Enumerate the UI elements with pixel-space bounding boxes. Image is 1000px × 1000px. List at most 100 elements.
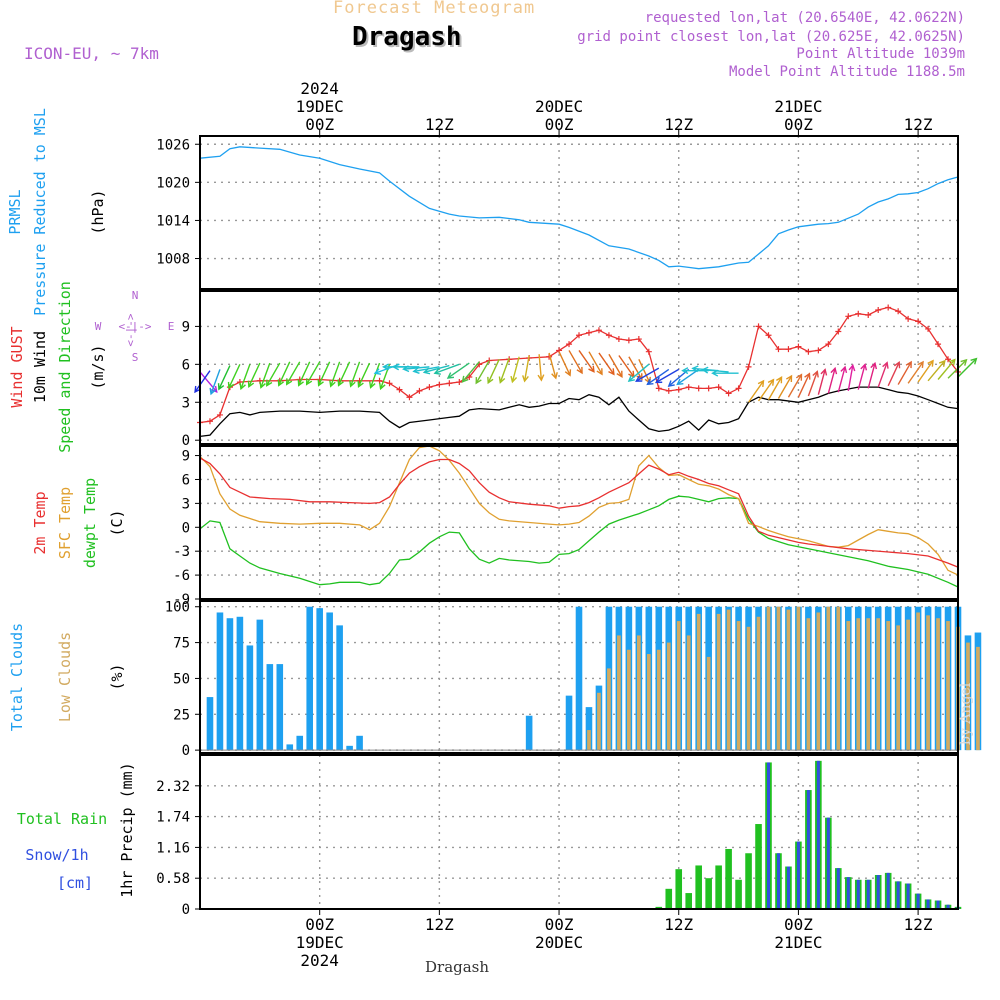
wind-arrow <box>259 362 271 389</box>
y-tick-label: 0 <box>182 743 190 759</box>
wind-arrow <box>305 361 321 386</box>
rain-bar <box>705 878 712 909</box>
wind10m-line <box>199 386 959 438</box>
wind-arrow <box>357 362 371 388</box>
y-tick-label: 0 <box>182 902 190 918</box>
gust-marker <box>895 308 902 315</box>
low-cloud-bar <box>676 621 681 751</box>
gust-marker <box>675 386 682 393</box>
gust-marker <box>705 385 712 392</box>
snow-bar <box>846 877 850 909</box>
wind-arrow <box>897 360 912 385</box>
total-cloud-bar <box>246 645 254 751</box>
rain-bar <box>755 824 762 909</box>
gust-marker <box>885 304 892 311</box>
gust-marker <box>925 325 932 332</box>
y-tick-label: 9 <box>182 319 190 335</box>
bottom-time-label: 19DEC <box>296 933 344 952</box>
temp-ylabel-dewpt: dewpt Temp <box>81 478 99 568</box>
low-cloud-bar <box>686 635 691 751</box>
y-tick-label: 3 <box>182 395 190 411</box>
temp-ylabel-sfc: SFC Temp <box>56 487 74 559</box>
wind-arrow <box>777 374 793 399</box>
wind-arrow <box>747 379 765 403</box>
total-cloud-bar <box>286 744 294 751</box>
rain-bar <box>735 879 742 909</box>
compass-arrow-horizontal: <-|-> <box>118 320 151 333</box>
gust-marker <box>815 347 822 354</box>
y-tick-label: 75 <box>173 636 190 652</box>
wind-arrow <box>654 368 680 384</box>
rain-bar <box>725 848 732 909</box>
wind-arrow <box>349 361 361 388</box>
wind-arrow <box>887 360 901 387</box>
gust-marker <box>426 384 433 391</box>
gust-marker <box>855 310 862 317</box>
temp-ylabel-2m: 2m Temp <box>31 491 49 554</box>
total-cloud-bar <box>565 695 573 751</box>
snow-bar <box>767 762 770 909</box>
gust-marker <box>785 346 792 353</box>
wind-ylabel-dir: Speed and Direction <box>56 281 74 453</box>
gust-marker <box>416 387 423 394</box>
gust-marker <box>206 418 213 425</box>
total-cloud-bar <box>356 735 363 751</box>
dewpt-line <box>199 495 959 588</box>
gust-marker <box>595 327 602 334</box>
wind-arrow <box>227 364 241 390</box>
low-cloud-bar <box>646 654 651 751</box>
top-time-label: 19DEC <box>296 97 344 116</box>
gust-marker <box>615 336 622 343</box>
wind-arrow <box>646 368 670 386</box>
bottom-time-label: 2024 <box>300 951 339 970</box>
wind-arrow <box>817 368 828 395</box>
gust-marker <box>825 341 832 348</box>
wind-arrow <box>422 364 450 375</box>
gridpoint-lonlat: grid point closest lon,lat (20.625E, 42.… <box>577 29 965 45</box>
y-tick-label: 1020 <box>156 175 190 191</box>
rain-bar <box>665 888 673 909</box>
gust-marker <box>396 386 403 393</box>
y-tick-label: 6 <box>182 472 190 488</box>
gust-marker <box>585 329 592 336</box>
snow-bar <box>796 841 800 909</box>
total-cloud-bar <box>236 616 244 751</box>
wind-arrow <box>827 366 838 394</box>
wind-arrow <box>598 352 615 376</box>
bottom-time-label: 12Z <box>664 915 693 934</box>
wind-arrow <box>937 358 956 380</box>
total-cloud-bar <box>276 664 284 751</box>
y-tick-label: 1.16 <box>156 840 190 856</box>
y-tick-label: 0 <box>182 520 190 536</box>
wind-arrow <box>837 365 848 393</box>
rain-bar <box>695 865 702 909</box>
top-time-label: 00Z <box>305 115 334 134</box>
low-cloud-bar <box>906 619 910 751</box>
low-cloud-bar <box>916 612 920 751</box>
gust-marker <box>805 348 812 355</box>
wind-arrow <box>548 352 558 380</box>
low-cloud-bar <box>746 626 751 751</box>
y-tick-label: 100 <box>165 600 190 616</box>
low-cloud-bar <box>896 625 901 751</box>
y-tick-label: 1.74 <box>156 810 190 826</box>
rain-bar <box>715 865 722 909</box>
wind-arrow <box>461 361 480 383</box>
gust-marker <box>446 380 453 387</box>
wind-arrow <box>537 354 545 382</box>
gust-marker <box>685 384 692 391</box>
gust-marker <box>655 385 662 392</box>
requested-lonlat: requested lon,lat (20.6540E, 42.0622N) <box>644 10 965 26</box>
top-time-label: 12Z <box>664 115 693 134</box>
gust-marker <box>625 337 632 344</box>
wind-arrow <box>711 369 739 377</box>
low-cloud-bar <box>876 618 881 751</box>
top-time-label: 00Z <box>784 115 813 134</box>
wind-ylabel-10m: 10m Wind <box>31 331 49 403</box>
wind-arrow <box>217 365 231 391</box>
temp-ylabel-unit: (C) <box>108 509 126 536</box>
wind-arrow <box>487 358 500 385</box>
wind-arrow <box>194 370 211 394</box>
snow-bar <box>816 760 820 909</box>
